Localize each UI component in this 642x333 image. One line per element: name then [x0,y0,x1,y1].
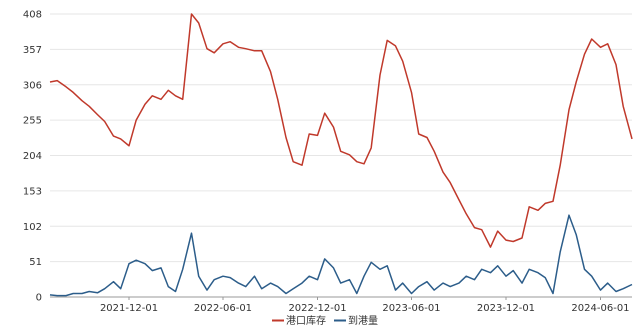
series-line-1 [49,13,633,248]
y-tick-label: 204 [23,151,42,162]
legend-label-2: 到港量 [348,315,378,327]
series-line-2 [49,214,633,297]
y-axis-ticks: 0 51 102 153 204 255 306 357 408 [23,10,42,304]
x-tick-label: 2023-06-01 [382,303,440,314]
y-tick-label: 153 [23,186,42,197]
x-tick-label: 2023-12-01 [477,303,535,314]
y-tick-label: 102 [23,222,42,233]
legend: 港口库存 到港量 [272,314,378,327]
y-tick-label: 51 [29,257,42,268]
x-tick-label: 2022-06-01 [194,303,252,314]
y-tick-label: 357 [23,45,42,56]
x-tick-label: 2024-06-01 [571,303,629,314]
y-tick-label: 408 [23,10,42,21]
legend-label-1: 港口库存 [286,314,326,327]
grid-lines [50,13,632,298]
y-tick-label: 0 [36,293,42,304]
x-tick-label: 2021-12-01 [100,303,158,314]
x-tick-label: 2022-12-01 [288,303,346,314]
series-lines [49,13,633,297]
y-tick-label: 306 [23,80,42,91]
y-tick-label: 255 [23,116,42,127]
x-axis-ticks: 2021-12-01 2022-06-01 2022-12-01 2023-06-01… [100,297,630,314]
